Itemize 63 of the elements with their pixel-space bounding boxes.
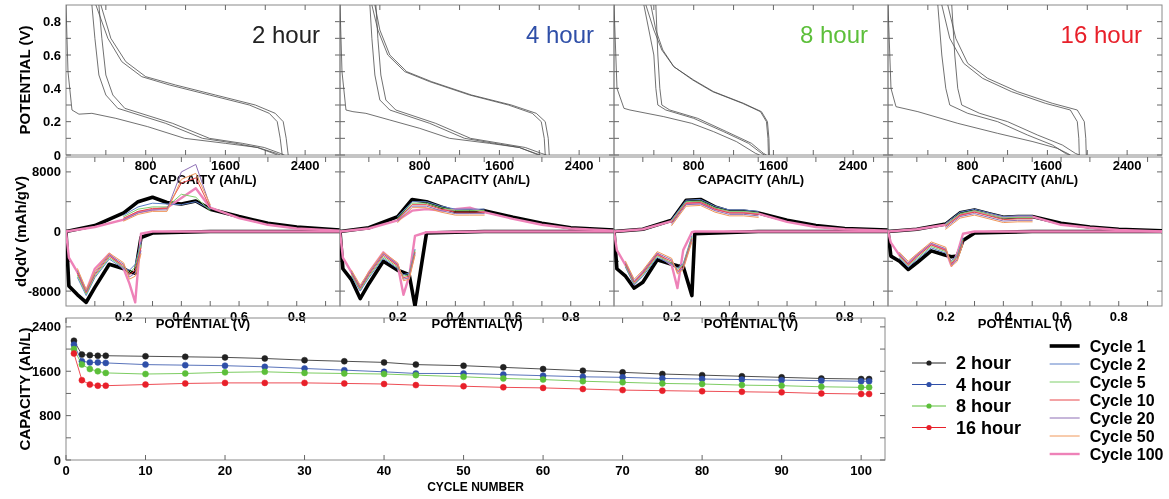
legend-label: Cycle 1 bbox=[1089, 337, 1146, 355]
legend-label: Cycle 5 bbox=[1089, 373, 1146, 391]
legend-label: 8 hour bbox=[956, 396, 1012, 417]
x-tick-label: 0.2 bbox=[114, 309, 133, 324]
y-tick-label: 0 bbox=[53, 224, 61, 239]
y-axis-title: CAPACITY (Ah/L) bbox=[16, 327, 33, 451]
x-axis-title: CYCLE NUMBER bbox=[427, 480, 525, 494]
x-tick-label: 1600 bbox=[758, 158, 788, 173]
x-tick-label: 0.8 bbox=[561, 309, 580, 324]
x-tick-label: 0.8 bbox=[1109, 309, 1128, 324]
text: 2 hour bbox=[251, 21, 320, 48]
y-tick-label: 0.8 bbox=[42, 14, 61, 30]
x-tick-label: 10 bbox=[138, 463, 153, 478]
x-tick-label: 2400 bbox=[1112, 158, 1142, 173]
x-tick-label: 0.2 bbox=[388, 309, 407, 324]
legend-label: Cycle 100 bbox=[1089, 445, 1164, 463]
x-tick-label: 0.8 bbox=[287, 309, 306, 324]
x-axis-title: CAPACITY (Ah/L) bbox=[697, 172, 805, 187]
y-axis-title: POTENTIAL (V) bbox=[16, 25, 33, 135]
x-tick-label: 800 bbox=[408, 158, 431, 173]
x-tick-label: 800 bbox=[134, 158, 157, 173]
x-tick-label: 20 bbox=[217, 463, 233, 478]
y-tick-label: 0.6 bbox=[42, 47, 61, 63]
legend-label: Cycle 50 bbox=[1089, 427, 1155, 445]
x-tick-label: 30 bbox=[297, 463, 312, 478]
y-tick-label: 0.4 bbox=[42, 80, 62, 96]
x-tick-label: 800 bbox=[956, 158, 979, 173]
y-tick-label: 800 bbox=[39, 408, 61, 424]
legend-label: 2 hour bbox=[956, 353, 1012, 374]
x-tick-label: 800 bbox=[682, 158, 705, 173]
x-tick-label: 0.8 bbox=[835, 309, 854, 324]
x-axis-title: CAPACITY (Ah/L) bbox=[423, 172, 531, 187]
x-tick-label: 1600 bbox=[1032, 158, 1062, 173]
legend-label: 16 hour bbox=[956, 417, 1022, 438]
legend-label: 4 hour bbox=[956, 374, 1012, 395]
y-axis-title: dQdV (mAh/gV) bbox=[12, 176, 29, 287]
x-tick-label: 100 bbox=[850, 463, 872, 478]
x-tick-label: 0.2 bbox=[936, 309, 955, 324]
x-tick-label: 60 bbox=[535, 463, 551, 478]
x-tick-label: 40 bbox=[376, 463, 392, 478]
x-tick-label: 80 bbox=[694, 463, 710, 478]
y-tick-label: 0 bbox=[53, 452, 61, 468]
legend-label: Cycle 10 bbox=[1089, 391, 1155, 409]
x-tick-label: 50 bbox=[456, 463, 471, 478]
legend-label: Cycle 2 bbox=[1089, 355, 1146, 373]
x-tick-label: 90 bbox=[774, 463, 789, 478]
x-tick-label: 2400 bbox=[290, 158, 320, 173]
x-tick-label: 1600 bbox=[484, 158, 514, 173]
x-tick-label: 70 bbox=[615, 463, 630, 478]
text: 8 hour bbox=[799, 21, 868, 48]
y-tick-label: 0.2 bbox=[42, 114, 61, 130]
x-axis-title: CAPACITY (Ah/L) bbox=[971, 172, 1079, 187]
text: 4 hour bbox=[525, 21, 594, 48]
x-tick-label: 1600 bbox=[210, 158, 240, 173]
x-tick-label: 2400 bbox=[564, 158, 594, 173]
legend-label: Cycle 20 bbox=[1089, 409, 1155, 427]
y-tick-label: -8000 bbox=[27, 283, 61, 299]
x-tick-label: 0.2 bbox=[662, 309, 681, 324]
x-tick-label: 2400 bbox=[838, 158, 868, 173]
y-tick-label: 0 bbox=[53, 147, 61, 163]
y-tick-label: 1600 bbox=[32, 363, 61, 379]
y-tick-label: 8000 bbox=[32, 164, 61, 180]
text: 16 hour bbox=[1060, 21, 1142, 48]
